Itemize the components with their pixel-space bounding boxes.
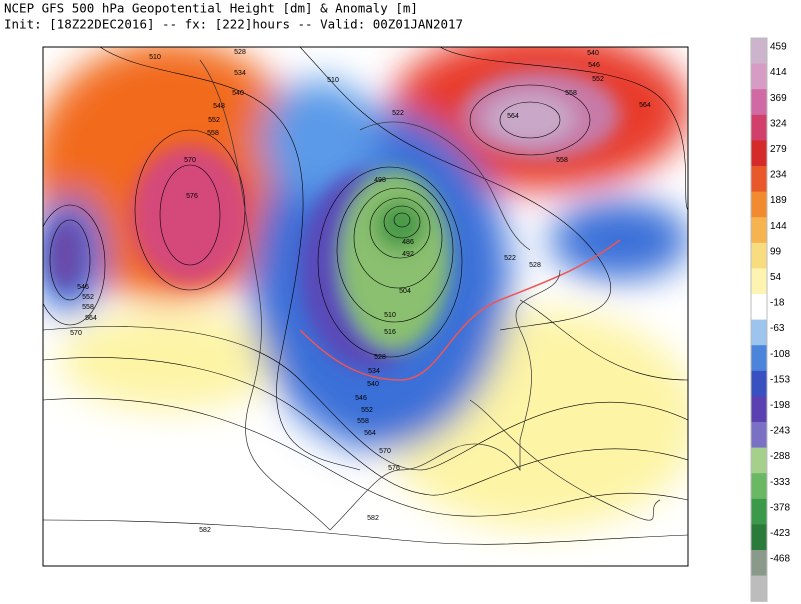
contour-label: 570 — [184, 157, 196, 164]
contour-label: 546 — [355, 395, 367, 402]
colorbar-swatch — [751, 114, 767, 141]
colorbar-swatch — [751, 294, 767, 321]
contour-label: 558 — [357, 418, 369, 425]
colorbar-swatch — [751, 498, 767, 525]
colorbar-swatch — [751, 524, 767, 551]
contour-label: 558 — [556, 157, 568, 164]
colorbar-label: -153 — [770, 374, 790, 385]
title: NCEP GFS 500 hPa Geopotential Height [dm… — [4, 1, 418, 16]
colorbar-label: -423 — [770, 528, 790, 539]
colorbar-label: -108 — [770, 349, 790, 360]
contour-label: 534 — [368, 368, 380, 375]
height-contours — [43, 47, 688, 545]
colorbar-label: -288 — [770, 451, 790, 462]
colorbar-label: 324 — [770, 118, 787, 129]
colorbar-label: -378 — [770, 502, 790, 513]
colorbar-swatch — [751, 550, 767, 577]
coastlines — [199, 59, 661, 531]
contour-label: 552 — [208, 117, 220, 124]
colorbar-label: 279 — [770, 144, 787, 155]
contour-label: 510 — [149, 54, 161, 61]
contour-label: 540 — [587, 50, 599, 57]
colorbar-swatch — [751, 217, 767, 244]
colorbar-label: -63 — [770, 323, 785, 334]
colorbar-label: 459 — [770, 42, 787, 53]
colorbar-swatch — [751, 140, 767, 167]
colorbar-swatch — [751, 63, 767, 90]
colorbar-swatch — [751, 473, 767, 500]
contour-label: 522 — [392, 110, 404, 117]
contour-label: 522 — [504, 255, 516, 262]
contour-label: 548 — [213, 103, 225, 110]
contour-label: 552 — [82, 294, 94, 301]
colorbar-swatch — [751, 242, 767, 269]
colorbar-label: 234 — [770, 170, 787, 181]
contour-label: 564 — [364, 430, 376, 437]
contour-label: 558 — [565, 90, 577, 97]
contour-label: 570 — [379, 448, 391, 455]
contour-label: 528 — [529, 262, 541, 269]
contour-label: 492 — [402, 251, 414, 258]
colorbar-swatch — [751, 268, 767, 295]
colorbar-swatch — [751, 89, 767, 116]
contour-label: 498 — [374, 177, 386, 184]
colorbar-swatch — [751, 447, 767, 474]
contour-label: 558 — [207, 130, 219, 137]
map — [43, 47, 688, 566]
colorbar-label: 54 — [770, 272, 782, 283]
colorbar-swatch — [751, 319, 767, 346]
contour-label: 552 — [592, 76, 604, 83]
contour-label: 576 — [186, 193, 198, 200]
colorbar-label: -18 — [770, 298, 785, 309]
contour-label: 486 — [402, 239, 414, 246]
colorbar-label: 144 — [770, 221, 787, 232]
contour-label: 510 — [327, 77, 339, 84]
colorbar-label: -243 — [770, 426, 790, 437]
colorbar-label: 414 — [770, 67, 787, 78]
colorbar-label: -468 — [770, 554, 790, 565]
contour-label: 582 — [199, 527, 211, 534]
subtitle: Init: [18Z22DEC2016] -- fx: [222]hours -… — [4, 17, 463, 32]
colorbar-swatch — [751, 345, 767, 372]
colorbar-label: 189 — [770, 195, 787, 206]
contour-label: 564 — [85, 315, 97, 322]
colorbar-label: 369 — [770, 93, 787, 104]
contour-label: 570 — [70, 330, 82, 337]
colorbar-label: 99 — [770, 246, 782, 257]
contour-label: 564 — [507, 113, 519, 120]
colorbar-label: -333 — [770, 477, 790, 488]
contour-label: 582 — [367, 515, 379, 522]
colorbar-swatch — [751, 422, 767, 449]
colorbar-swatch — [751, 191, 767, 218]
contour-label: 546 — [588, 62, 600, 69]
contour-label: 528 — [374, 354, 386, 361]
contour-label: 558 — [82, 304, 94, 311]
colorbar: 459 414 369 324 279 234 189 144 99 54 -18 -63 -108 -1… — [750, 37, 790, 602]
contour-label: 504 — [399, 288, 411, 295]
contour-label: 552 — [361, 407, 373, 414]
contour-label: 576 — [388, 465, 400, 472]
contour-label: 516 — [384, 329, 396, 336]
colorbar-label: -198 — [770, 400, 790, 411]
contour-label: 534 — [234, 70, 246, 77]
colorbar-swatch — [751, 370, 767, 397]
contour-label: 540 — [367, 381, 379, 388]
colorbar-swatch — [751, 38, 767, 65]
contour-label: 510 — [384, 312, 396, 319]
colorbar-swatch — [751, 575, 767, 602]
colorbar-frame — [750, 37, 768, 602]
contour-label: 528 — [234, 49, 246, 56]
contour-label: 564 — [639, 102, 651, 109]
contour-label: 540 — [232, 90, 244, 97]
colorbar-swatch — [751, 396, 767, 423]
colorbar-swatch — [751, 166, 767, 193]
contour-label: 546 — [77, 284, 89, 291]
